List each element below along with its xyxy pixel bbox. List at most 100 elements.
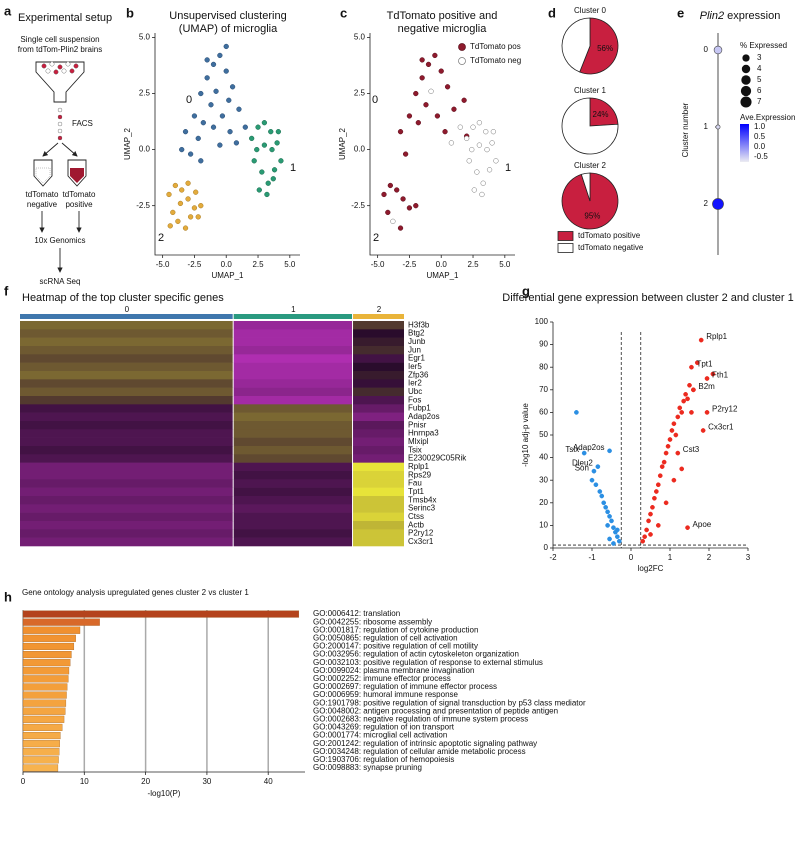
- legend-dot: [740, 96, 752, 108]
- point: [442, 129, 448, 135]
- y-tick-label: 2: [704, 199, 709, 208]
- point: [677, 405, 683, 411]
- point: [642, 534, 648, 540]
- point: [444, 84, 451, 90]
- point: [652, 495, 657, 501]
- arrow: [61, 142, 78, 157]
- heatmap-cell: [20, 429, 233, 438]
- point: [648, 511, 653, 517]
- point: [669, 428, 675, 433]
- tube-content: [70, 168, 84, 183]
- point: [607, 536, 612, 542]
- category-label: GO:0034248: regulation of cellular amide…: [313, 747, 526, 756]
- heatmap-cell: [233, 379, 353, 388]
- y-tick-label: 30: [539, 475, 548, 484]
- point: [182, 129, 189, 135]
- legend-label: 5: [757, 75, 762, 84]
- pie-slice: [589, 97, 619, 127]
- chart-title: Differential gene expression between clu…: [502, 292, 793, 304]
- point: [605, 509, 610, 515]
- point: [233, 140, 240, 146]
- gene-label: Rplp1: [408, 462, 429, 471]
- heatmap-cell: [353, 437, 404, 447]
- gene-label: Mlxipl: [408, 437, 429, 446]
- heatmap-cell: [353, 337, 404, 347]
- point: [268, 129, 274, 135]
- legend-label: 3: [757, 53, 762, 62]
- bar: [22, 748, 60, 756]
- category-label: GO:2001242: regulation of intrinsic apop…: [313, 739, 537, 748]
- cluster-label: 2: [158, 232, 164, 244]
- gene-label: B2m: [698, 382, 715, 391]
- gene-label: Tpt1: [408, 487, 425, 496]
- panel-letter: h: [4, 589, 12, 604]
- category-label: GO:0001774: microglial cell activation: [313, 731, 447, 740]
- cluster-label: 2: [377, 305, 382, 314]
- point: [261, 142, 268, 148]
- point: [423, 102, 429, 108]
- point: [397, 129, 404, 135]
- y-tick-label: 5.0: [139, 33, 151, 42]
- bar: [22, 715, 65, 723]
- heatmap-cell: [20, 537, 233, 547]
- y-tick-label: 50: [539, 430, 548, 439]
- point: [259, 169, 265, 175]
- x-tick-label: -2.5: [188, 260, 202, 269]
- gene-label: Ubc: [408, 387, 422, 396]
- y-tick-label: 0: [544, 543, 549, 552]
- axis: [369, 33, 515, 256]
- gene-label: Pnisr: [408, 420, 427, 429]
- point: [387, 182, 394, 189]
- x-axis-label: log2FC: [638, 564, 664, 573]
- point: [223, 68, 229, 74]
- heatmap-cell: [353, 346, 404, 355]
- pie-slice: [561, 97, 619, 155]
- heatmap-cell: [233, 346, 353, 355]
- bar: [22, 650, 72, 659]
- point: [615, 534, 620, 540]
- x-tick-label: -5.0: [371, 260, 385, 269]
- point: [394, 187, 400, 193]
- point: [256, 187, 262, 193]
- legend-swatch: [557, 243, 574, 253]
- heatmap-cell: [20, 471, 233, 480]
- category-label: GO:1901798: positive regulation of signa…: [313, 698, 586, 707]
- point: [227, 129, 233, 135]
- gene-label: E230029C05Rik: [408, 454, 467, 463]
- point: [457, 124, 463, 130]
- heatmap-cell: [233, 454, 353, 463]
- point: [650, 504, 655, 510]
- point: [605, 523, 610, 528]
- heatmap-cell: [353, 496, 404, 505]
- heatmap-cell: [233, 521, 353, 530]
- x-tick-label: -2.5: [403, 260, 417, 269]
- heatmap-cell: [353, 371, 404, 380]
- gene-label: Hnrnpa3: [408, 429, 439, 438]
- gene-label: Fubp1: [408, 404, 431, 413]
- legend-label: 7: [757, 97, 762, 106]
- point: [229, 84, 236, 90]
- setup-text: tdTomato: [26, 190, 59, 199]
- category-label: GO:0006412: translation: [313, 609, 400, 618]
- x-tick-label: 5.0: [284, 260, 296, 269]
- legend-title: % Expressed: [740, 41, 787, 50]
- heatmap-cell: [20, 337, 233, 347]
- setup-text: Single cell suspension: [20, 35, 99, 44]
- heatmap-cell: [20, 379, 233, 388]
- y-tick-label: 70: [539, 385, 548, 394]
- colorbar-label: 0.0: [754, 142, 766, 151]
- point: [607, 448, 612, 454]
- gene-label: Tsix: [408, 445, 422, 454]
- y-tick-label: 2.5: [139, 89, 151, 98]
- bar: [22, 707, 66, 715]
- gene-label: Rplp1: [706, 332, 727, 341]
- bar: [22, 618, 100, 626]
- gene-label: Fos: [408, 395, 421, 404]
- setup-text: positive: [65, 200, 93, 209]
- axis: [154, 33, 300, 256]
- value-label: 56%: [597, 44, 613, 53]
- heatmap-cell: [353, 512, 404, 522]
- legend-label: TdTomato pos: [470, 42, 521, 51]
- heatmap-cell: [353, 387, 404, 397]
- legend-dot: [742, 54, 750, 62]
